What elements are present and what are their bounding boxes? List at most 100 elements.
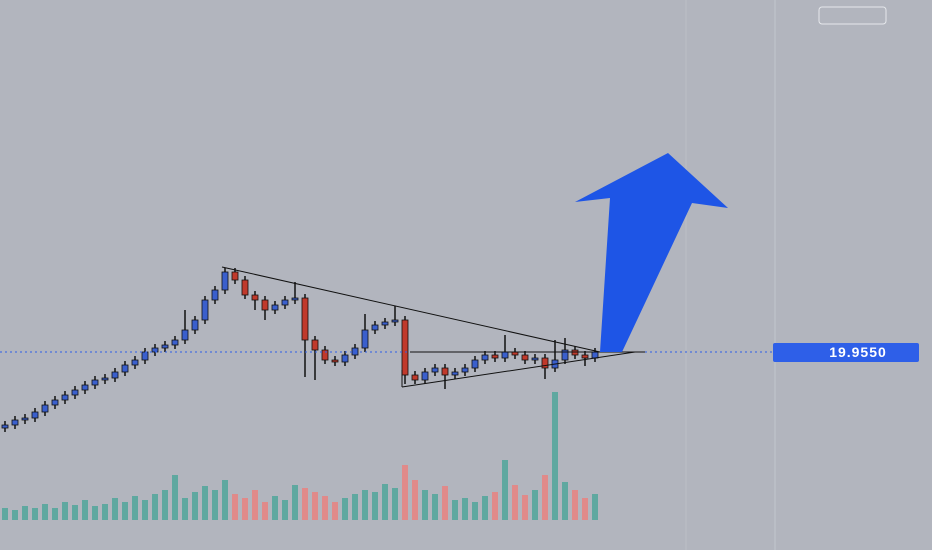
- volume-bar: [112, 498, 118, 520]
- volume-bar: [402, 465, 408, 520]
- candle-body: [151, 347, 159, 353]
- volume-bar: [102, 504, 108, 520]
- volume-bar: [22, 506, 28, 520]
- volume-bar: [572, 490, 578, 520]
- volume-bar: [322, 496, 328, 520]
- candle-body: [21, 417, 29, 421]
- candle-body: [1, 424, 9, 429]
- candle-body: [101, 377, 109, 381]
- candle-body: [291, 297, 299, 301]
- volume-bar: [32, 508, 38, 520]
- candle-body: [411, 374, 419, 381]
- volume-bar: [122, 502, 128, 520]
- volume-bar: [352, 494, 358, 520]
- volume-bar: [532, 490, 538, 520]
- volume-bar: [132, 496, 138, 520]
- candle-body: [301, 297, 309, 341]
- volume-bar: [82, 500, 88, 520]
- candle-body: [141, 351, 149, 361]
- candle-body: [231, 271, 239, 281]
- volume-bar: [202, 486, 208, 520]
- candle-body: [421, 371, 429, 381]
- volume-bar: [12, 510, 18, 520]
- arrow: [575, 153, 728, 352]
- button[interactable]: [818, 6, 887, 25]
- volume-bar: [292, 485, 298, 520]
- volume-bar: [342, 498, 348, 520]
- volume-bar: [412, 480, 418, 520]
- volume-bar: [592, 494, 598, 520]
- candle-body: [461, 367, 469, 373]
- candle-body: [561, 349, 569, 361]
- volume-bar: [422, 490, 428, 520]
- candle-body: [261, 299, 269, 311]
- volume-bar: [272, 496, 278, 520]
- candle-body: [371, 324, 379, 331]
- volume-bar: [162, 490, 168, 520]
- candle-body: [401, 319, 409, 376]
- volume-bar: [212, 490, 218, 520]
- volume-bar: [302, 488, 308, 520]
- volume-bar: [72, 505, 78, 520]
- volume-bar: [242, 498, 248, 520]
- volume-bar: [232, 494, 238, 520]
- volume-bar: [222, 480, 228, 520]
- volume-bar: [432, 494, 438, 520]
- volume-bar: [582, 498, 588, 520]
- candle-body: [431, 367, 439, 373]
- candle-body: [391, 319, 399, 323]
- candle-body: [311, 339, 319, 351]
- candle-body: [471, 359, 479, 369]
- volume-bar: [382, 484, 388, 520]
- volume-bar: [492, 492, 498, 520]
- candle-body: [121, 364, 129, 373]
- candle-body: [531, 357, 539, 361]
- candle-body: [341, 354, 349, 363]
- candle-body: [381, 321, 389, 326]
- candle-body: [581, 354, 589, 359]
- candle-body: [491, 354, 499, 359]
- candle-body: [541, 357, 549, 369]
- volume-bar: [42, 504, 48, 520]
- trendline: [401, 351, 636, 388]
- volume-bar: [552, 392, 558, 520]
- trendline: [221, 266, 601, 353]
- candle-body: [331, 359, 339, 363]
- volume-bar: [482, 496, 488, 520]
- volume-bar: [502, 460, 508, 520]
- volume-bar: [512, 485, 518, 520]
- candle-body: [41, 404, 49, 413]
- volume-bar: [452, 500, 458, 520]
- candle-body: [441, 367, 449, 376]
- volume-bar: [372, 492, 378, 520]
- volume-bar: [522, 495, 528, 520]
- candle-body: [241, 279, 249, 296]
- candle-body: [161, 344, 169, 349]
- volume-bar: [252, 490, 258, 520]
- volume-bar: [562, 482, 568, 520]
- candle-body: [111, 371, 119, 379]
- candle-body: [501, 351, 509, 359]
- candle-body: [11, 419, 19, 426]
- price-label-bg: [773, 343, 919, 362]
- candle-body: [481, 354, 489, 361]
- volume-bar: [152, 494, 158, 520]
- volume-bar: [312, 492, 318, 520]
- candle-body: [181, 329, 189, 341]
- volume-bar: [332, 502, 338, 520]
- candle-body: [251, 294, 259, 301]
- volume-bar: [542, 475, 548, 520]
- volume-bar: [92, 506, 98, 520]
- volume-bar: [172, 475, 178, 520]
- candle-body: [51, 399, 59, 406]
- volume-bar: [2, 508, 8, 520]
- volume-bar: [362, 490, 368, 520]
- candle-body: [91, 379, 99, 386]
- candle-body: [521, 354, 529, 361]
- volume-bar: [462, 498, 468, 520]
- volume-bar: [62, 502, 68, 520]
- candle-body: [281, 299, 289, 306]
- volume-bar: [182, 498, 188, 520]
- candle-body: [271, 304, 279, 311]
